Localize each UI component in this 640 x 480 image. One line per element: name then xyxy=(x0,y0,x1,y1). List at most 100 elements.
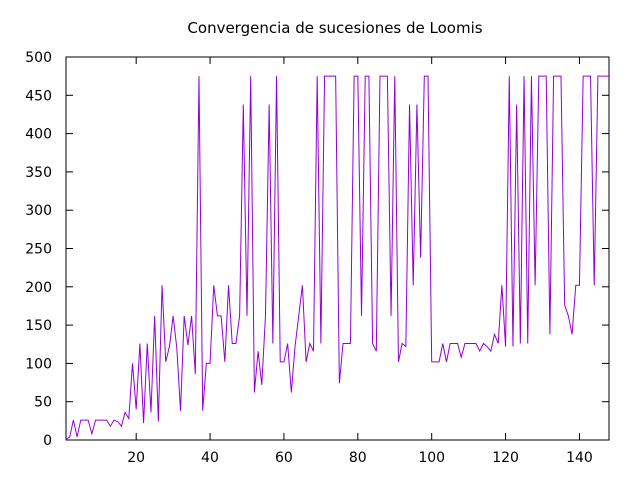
data-point xyxy=(350,343,351,344)
data-point xyxy=(427,76,428,77)
data-point xyxy=(331,76,332,77)
data-point xyxy=(494,334,495,335)
data-point xyxy=(442,343,443,344)
data-point xyxy=(365,76,366,77)
data-point xyxy=(265,315,266,316)
x-tick-label: 40 xyxy=(201,450,219,466)
data-point xyxy=(538,76,539,77)
data-point xyxy=(512,346,513,347)
data-point xyxy=(73,419,74,420)
data-point xyxy=(309,343,310,344)
data-point xyxy=(468,343,469,344)
data-point xyxy=(228,285,229,286)
data-point xyxy=(394,76,395,77)
data-point xyxy=(110,426,111,427)
data-point xyxy=(335,76,336,77)
data-point xyxy=(158,421,159,422)
data-point xyxy=(128,418,129,419)
data-point xyxy=(147,343,148,344)
data-point xyxy=(542,76,543,77)
data-point xyxy=(246,315,247,316)
y-tick-label: 0 xyxy=(43,433,52,449)
data-point xyxy=(583,76,584,77)
data-point xyxy=(498,343,499,344)
y-tick-label: 500 xyxy=(25,50,52,66)
data-point xyxy=(224,361,225,362)
data-point xyxy=(590,76,591,77)
data-point xyxy=(95,419,96,420)
data-point xyxy=(99,419,100,420)
data-point xyxy=(136,409,137,410)
data-point xyxy=(546,76,547,77)
data-point xyxy=(535,285,536,286)
series-group xyxy=(65,75,609,440)
data-point xyxy=(320,343,321,344)
data-point xyxy=(450,343,451,344)
data-point xyxy=(501,285,502,286)
data-point xyxy=(243,104,244,105)
data-point xyxy=(221,315,222,316)
data-point xyxy=(531,76,532,77)
data-point xyxy=(121,426,122,427)
y-tick-label: 150 xyxy=(25,318,52,334)
data-point xyxy=(601,76,602,77)
data-point xyxy=(91,433,92,434)
y-tick-label: 250 xyxy=(25,242,52,258)
data-point xyxy=(376,351,377,352)
y-tick-label: 350 xyxy=(25,165,52,181)
data-point xyxy=(84,419,85,420)
data-point xyxy=(409,104,410,105)
data-point xyxy=(402,343,403,344)
data-point xyxy=(176,347,177,348)
data-point xyxy=(206,363,207,364)
data-point xyxy=(198,76,199,77)
data-point xyxy=(150,412,151,413)
data-point xyxy=(187,344,188,345)
data-point xyxy=(479,351,480,352)
data-point xyxy=(269,104,270,105)
data-point xyxy=(605,76,606,77)
data-point xyxy=(65,439,66,440)
y-tick-label: 400 xyxy=(25,127,52,143)
data-point xyxy=(261,384,262,385)
data-point xyxy=(568,315,569,316)
y-tick-label: 300 xyxy=(25,203,52,219)
data-point xyxy=(324,76,325,77)
data-point xyxy=(464,343,465,344)
data-point xyxy=(125,412,126,413)
data-point xyxy=(346,343,347,344)
data-point xyxy=(490,351,491,352)
data-point xyxy=(291,392,292,393)
data-point xyxy=(571,334,572,335)
data-point xyxy=(232,343,233,344)
series-line xyxy=(65,75,609,440)
data-point xyxy=(379,76,380,77)
data-point xyxy=(420,257,421,258)
data-point xyxy=(161,285,162,286)
data-point xyxy=(113,419,114,420)
x-tick-label: 120 xyxy=(492,450,519,466)
data-point xyxy=(117,421,118,422)
data-point xyxy=(579,285,580,286)
data-point xyxy=(594,285,595,286)
data-point xyxy=(180,410,181,411)
y-tick-label: 200 xyxy=(25,280,52,296)
data-point xyxy=(475,343,476,344)
y-tick-label: 100 xyxy=(25,356,52,372)
data-point xyxy=(280,361,281,362)
data-point xyxy=(361,315,362,316)
data-point xyxy=(527,343,528,344)
x-tick-label: 80 xyxy=(349,450,367,466)
data-point xyxy=(202,410,203,411)
data-point xyxy=(328,76,329,77)
data-point xyxy=(516,104,517,105)
data-point xyxy=(383,76,384,77)
data-point xyxy=(276,76,277,77)
data-point xyxy=(586,76,587,77)
data-point xyxy=(368,76,369,77)
data-point xyxy=(294,346,295,347)
x-tick-label: 60 xyxy=(275,450,293,466)
data-point xyxy=(239,315,240,316)
data-point xyxy=(165,361,166,362)
data-point xyxy=(549,334,550,335)
